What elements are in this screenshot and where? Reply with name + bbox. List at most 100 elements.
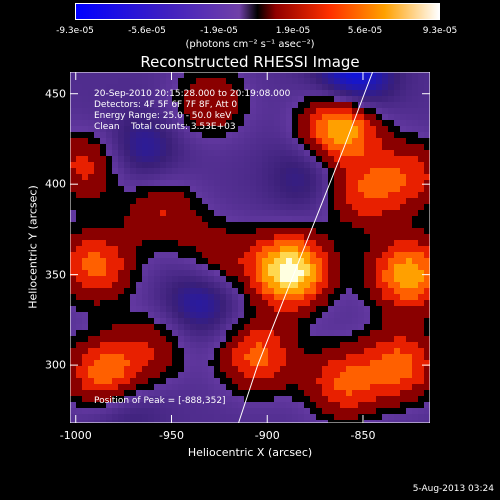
heatmap-cell xyxy=(364,372,371,379)
heatmap-cell xyxy=(244,240,251,247)
heatmap-cell xyxy=(394,180,401,187)
heatmap-cell xyxy=(214,288,221,295)
heatmap-cell xyxy=(298,258,305,265)
heatmap-cell xyxy=(166,366,173,373)
heatmap-cell xyxy=(412,342,419,349)
heatmap-cell xyxy=(376,144,383,151)
y-tick-label: 400 xyxy=(45,177,66,191)
heatmap-cell xyxy=(160,384,167,391)
heatmap-cell xyxy=(286,402,293,409)
heatmap-cell xyxy=(202,246,209,253)
heatmap-cell xyxy=(166,120,173,127)
heatmap-cell xyxy=(82,78,89,85)
heatmap-cell xyxy=(310,264,317,271)
heatmap-cell xyxy=(412,288,419,295)
heatmap-cell xyxy=(220,186,227,193)
heatmap-cell xyxy=(346,420,353,423)
heatmap-cell xyxy=(358,198,365,205)
heatmap-cell xyxy=(148,198,155,205)
heatmap-cell xyxy=(256,234,263,241)
heatmap-cell xyxy=(130,300,137,307)
heatmap-cell xyxy=(190,186,197,193)
heatmap-cell xyxy=(142,186,149,193)
heatmap-cell xyxy=(160,402,167,409)
heatmap-cell xyxy=(334,204,341,211)
heatmap-cell xyxy=(382,156,389,163)
heatmap-cell xyxy=(124,420,131,423)
heatmap-cell xyxy=(106,240,113,247)
heatmap-cell xyxy=(394,396,401,403)
heatmap-cell xyxy=(370,372,377,379)
heatmap-cell xyxy=(358,258,365,265)
heatmap-cell xyxy=(382,420,389,423)
heatmap-cell xyxy=(298,168,305,175)
heatmap-cell xyxy=(202,348,209,355)
heatmap-cell xyxy=(250,156,257,163)
heatmap-cell xyxy=(310,402,317,409)
heatmap-cell xyxy=(412,222,419,229)
heatmap-cell xyxy=(232,318,239,325)
heatmap-cell xyxy=(304,408,311,415)
heatmap-cell xyxy=(208,270,215,277)
heatmap-cell xyxy=(118,318,125,325)
heatmap-cell xyxy=(328,84,335,91)
heatmap-cell xyxy=(160,300,167,307)
heatmap-cell xyxy=(148,144,155,151)
heatmap-cell xyxy=(220,270,227,277)
heatmap-cell xyxy=(334,408,341,415)
heatmap-cell xyxy=(412,330,419,337)
heatmap-cell xyxy=(376,204,383,211)
heatmap-cell xyxy=(406,168,413,175)
heatmap-cell xyxy=(196,360,203,367)
heatmap-cell xyxy=(88,324,95,331)
heatmap-cell xyxy=(304,156,311,163)
heatmap-cell xyxy=(280,420,287,423)
heatmap-cell xyxy=(340,156,347,163)
heatmap-cell xyxy=(70,420,77,423)
heatmap-cell xyxy=(394,204,401,211)
heatmap-cell xyxy=(94,288,101,295)
heatmap-cell xyxy=(262,264,269,271)
heatmap-cell xyxy=(172,204,179,211)
heatmap-cell xyxy=(82,84,89,91)
heatmap-cell xyxy=(340,186,347,193)
heatmap-cell xyxy=(346,270,353,277)
heatmap-cell xyxy=(148,132,155,139)
heatmap-cell xyxy=(346,294,353,301)
heatmap-cell xyxy=(208,246,215,253)
heatmap-cell xyxy=(304,252,311,259)
heatmap-cell xyxy=(202,330,209,337)
heatmap-cell xyxy=(118,306,125,313)
heatmap-cell xyxy=(88,156,95,163)
heatmap-cell xyxy=(412,228,419,235)
heatmap-cell xyxy=(406,414,413,421)
heatmap-cell xyxy=(118,186,125,193)
heatmap-cell xyxy=(400,312,407,319)
heatmap-cell xyxy=(130,150,137,157)
heatmap-cell xyxy=(322,72,329,79)
heatmap-cell xyxy=(190,378,197,385)
heatmap-cell xyxy=(118,150,125,157)
heatmap-cell xyxy=(394,402,401,409)
heatmap-cell xyxy=(388,108,395,115)
heatmap-cell xyxy=(214,120,221,127)
heatmap-cell xyxy=(400,78,407,85)
heatmap-cell xyxy=(238,162,245,169)
heatmap-cell xyxy=(280,156,287,163)
heatmap-cell xyxy=(226,228,233,235)
heatmap-cell xyxy=(178,108,185,115)
heatmap-cell xyxy=(136,414,143,421)
heatmap-cell xyxy=(376,120,383,127)
heatmap-cell xyxy=(346,186,353,193)
heatmap-cell xyxy=(214,84,221,91)
heatmap-cell xyxy=(148,264,155,271)
heatmap-cell xyxy=(166,114,173,121)
heatmap-cell xyxy=(268,270,275,277)
heatmap-cell xyxy=(190,300,197,307)
heatmap-cell xyxy=(322,318,329,325)
heatmap-cell xyxy=(388,192,395,199)
heatmap-cell xyxy=(190,192,197,199)
heatmap-cell xyxy=(232,114,239,121)
heatmap-cell xyxy=(76,240,83,247)
heatmap-cell xyxy=(328,168,335,175)
